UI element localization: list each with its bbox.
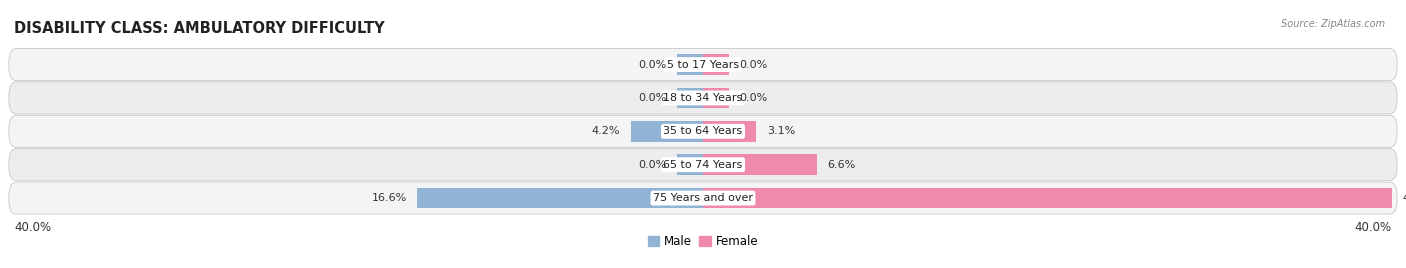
- Bar: [678, 154, 703, 175]
- Text: 0.0%: 0.0%: [740, 59, 768, 70]
- FancyBboxPatch shape: [8, 82, 1398, 114]
- Text: 40.0%: 40.0%: [14, 221, 51, 234]
- Bar: [703, 88, 728, 108]
- Bar: [631, 121, 703, 142]
- Bar: [703, 54, 728, 75]
- Text: DISABILITY CLASS: AMBULATORY DIFFICULTY: DISABILITY CLASS: AMBULATORY DIFFICULTY: [14, 21, 385, 36]
- FancyBboxPatch shape: [8, 115, 1398, 147]
- FancyBboxPatch shape: [8, 49, 1398, 81]
- FancyBboxPatch shape: [8, 182, 1398, 214]
- Bar: [418, 188, 703, 209]
- Text: 3.1%: 3.1%: [766, 126, 794, 136]
- Bar: [703, 121, 756, 142]
- Text: 18 to 34 Years: 18 to 34 Years: [664, 93, 742, 103]
- Legend: Male, Female: Male, Female: [643, 230, 763, 253]
- Bar: [678, 54, 703, 75]
- FancyBboxPatch shape: [8, 149, 1398, 181]
- Text: 5 to 17 Years: 5 to 17 Years: [666, 59, 740, 70]
- Text: 4.2%: 4.2%: [592, 126, 620, 136]
- Text: 75 Years and over: 75 Years and over: [652, 193, 754, 203]
- Text: 6.6%: 6.6%: [827, 160, 855, 170]
- Text: 65 to 74 Years: 65 to 74 Years: [664, 160, 742, 170]
- Text: 0.0%: 0.0%: [740, 93, 768, 103]
- Text: 40.0%: 40.0%: [1355, 221, 1392, 234]
- Text: 0.0%: 0.0%: [638, 93, 666, 103]
- Text: Source: ZipAtlas.com: Source: ZipAtlas.com: [1281, 19, 1385, 29]
- Bar: [703, 188, 1392, 209]
- Text: 35 to 64 Years: 35 to 64 Years: [664, 126, 742, 136]
- Bar: [678, 88, 703, 108]
- Text: 0.0%: 0.0%: [638, 59, 666, 70]
- Bar: [703, 154, 817, 175]
- Text: 40.0%: 40.0%: [1402, 193, 1406, 203]
- Text: 16.6%: 16.6%: [371, 193, 406, 203]
- Text: 0.0%: 0.0%: [638, 160, 666, 170]
